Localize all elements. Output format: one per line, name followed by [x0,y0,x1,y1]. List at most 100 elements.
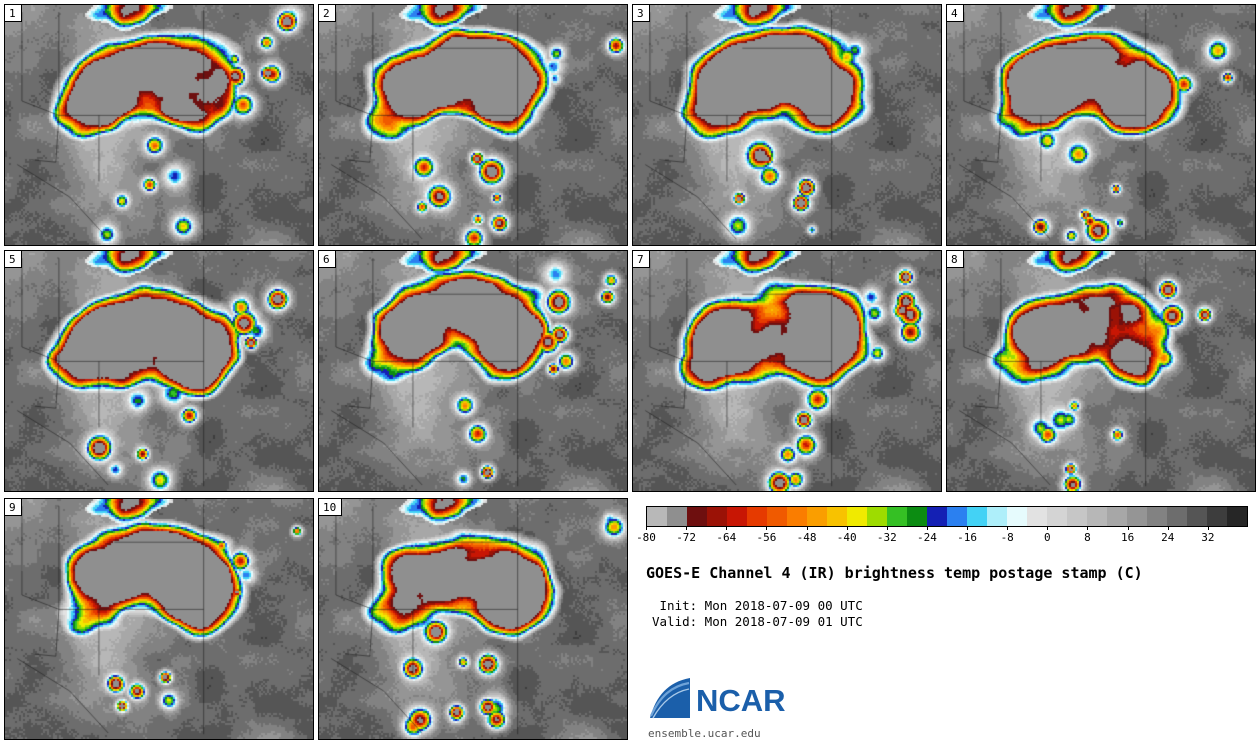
colorbar-segment [747,507,767,526]
member-number: 7 [633,251,650,268]
colorbar-tick [846,527,848,530]
colorbar-segment [827,507,847,526]
colorbar-tick-label: -56 [756,531,777,544]
colorbar-tick-labels: -80 -72 -64 -56 -48 -40 -32 -24 -16 -8 0 8 16 24 32 [636,527,1248,545]
colorbar-tick-label: -64 [716,531,737,544]
member-number: 9 [5,499,22,516]
colorbar-segment [1067,507,1087,526]
colorbar-segment [927,507,947,526]
colorbar-tick [1167,527,1169,530]
ir-image-canvas [947,251,1255,491]
plot-title: GOES-E Channel 4 (IR) brightness temp po… [646,564,1143,582]
member-number: 8 [947,251,964,268]
colorbar-tick [1127,527,1129,530]
colorbar-tick [1207,527,1209,530]
colorbar-tick-label: -40 [836,531,857,544]
colorbar-tick [726,527,728,530]
member-number: 6 [319,251,336,268]
colorbar-segment [1207,507,1227,526]
colorbar-tick [646,527,647,530]
member-number: 5 [5,251,22,268]
colorbar-segment [907,507,927,526]
ir-image-canvas [947,5,1255,245]
colorbar-segment [947,507,967,526]
ir-image-canvas [5,251,313,491]
colorbar-tick [766,527,768,530]
ir-image-canvas [633,5,941,245]
colorbar-tick-label: -8 [1000,531,1014,544]
colorbar-segment [1047,507,1067,526]
ir-image-canvas [633,251,941,491]
member-number: 4 [947,5,964,22]
member-number: 2 [319,5,336,22]
colorbar-tick-label: 16 [1120,531,1135,544]
colorbar-tick [886,527,888,530]
legend-panel: -80 -72 -64 -56 -48 -40 -32 -24 -16 -8 0 8 16 24 32 GO… [634,498,1260,746]
colorbar-tick-label: 32 [1201,531,1215,544]
colorbar-segment [1147,507,1167,526]
colorbar-segment [1007,507,1027,526]
colorbar-tick-label: -80 [636,531,656,544]
ncar-logo-arc [649,681,690,717]
ncar-logo-arc2 [652,688,690,719]
colorbar-tick [1047,527,1049,530]
ensemble-panel-3: 3 [632,4,942,246]
valid-time: Valid: Mon 2018-07-09 01 UTC [652,614,863,629]
colorbar-tick-label: 24 [1161,531,1175,544]
colorbar-tick [1007,527,1009,530]
colorbar-segment [967,507,987,526]
member-number: 10 [319,499,343,516]
colorbar-segment [767,507,787,526]
ncar-brand-block: NCAR ensemble.ucar.edu [646,674,846,740]
colorbar-segment [647,507,667,526]
colorbar-segment [1127,507,1147,526]
colorbar-segment [667,507,687,526]
ensemble-panel-2: 2 [318,4,628,246]
ensemble-panel-8: 8 [946,250,1256,492]
colorbar-tick-label: 0 [1044,531,1051,544]
ensemble-panel-5: 5 [4,250,314,492]
ir-image-canvas [319,5,627,245]
colorbar-segment [867,507,887,526]
member-number: 3 [633,5,650,22]
member-number: 1 [5,5,22,22]
colorbar-tick [1087,527,1089,530]
colorbar-segment [1187,507,1207,526]
colorbar-tick-label: 8 [1084,531,1091,544]
colorbar-tick [806,527,808,530]
ensemble-panel-6: 6 [318,250,628,492]
colorbar-tick-label: -24 [916,531,937,544]
ncar-logo-text: NCAR [696,683,786,718]
ir-image-canvas [5,499,313,739]
ir-image-canvas [319,499,627,739]
colorbar-segment [1087,507,1107,526]
ir-image-canvas [319,251,627,491]
colorbar-segment [687,507,707,526]
init-time: Init: Mon 2018-07-09 00 UTC [652,598,863,613]
colorbar-segment [707,507,727,526]
colorbar-tick-label: -16 [957,531,977,544]
ncar-logo: NCAR [649,678,786,719]
ensemble-panel-10: 10 [318,498,628,740]
colorbar-segment [987,507,1007,526]
colorbar-tick [967,527,969,530]
colorbar-segment [887,507,907,526]
colorbar-segment [847,507,867,526]
colorbar-tick-label: -32 [876,531,897,544]
colorbar-segment [1027,507,1047,526]
colorbar-segment [807,507,827,526]
colorbar-tick-label: -72 [676,531,697,544]
colorbar-segment [1227,507,1247,526]
ensemble-panel-9: 9 [4,498,314,740]
ir-image-canvas [5,5,313,245]
colorbar-swatches [646,506,1248,527]
ensemble-panel-4: 4 [946,4,1256,246]
colorbar-segment [1107,507,1127,526]
colorbar-tick [686,527,688,530]
colorbar-tick-label: -48 [796,531,817,544]
site-url: ensemble.ucar.edu [648,727,761,740]
colorbar-segment [787,507,807,526]
ensemble-panel-7: 7 [632,250,942,492]
colorbar-segment [1167,507,1187,526]
colorbar-tick [926,527,928,530]
